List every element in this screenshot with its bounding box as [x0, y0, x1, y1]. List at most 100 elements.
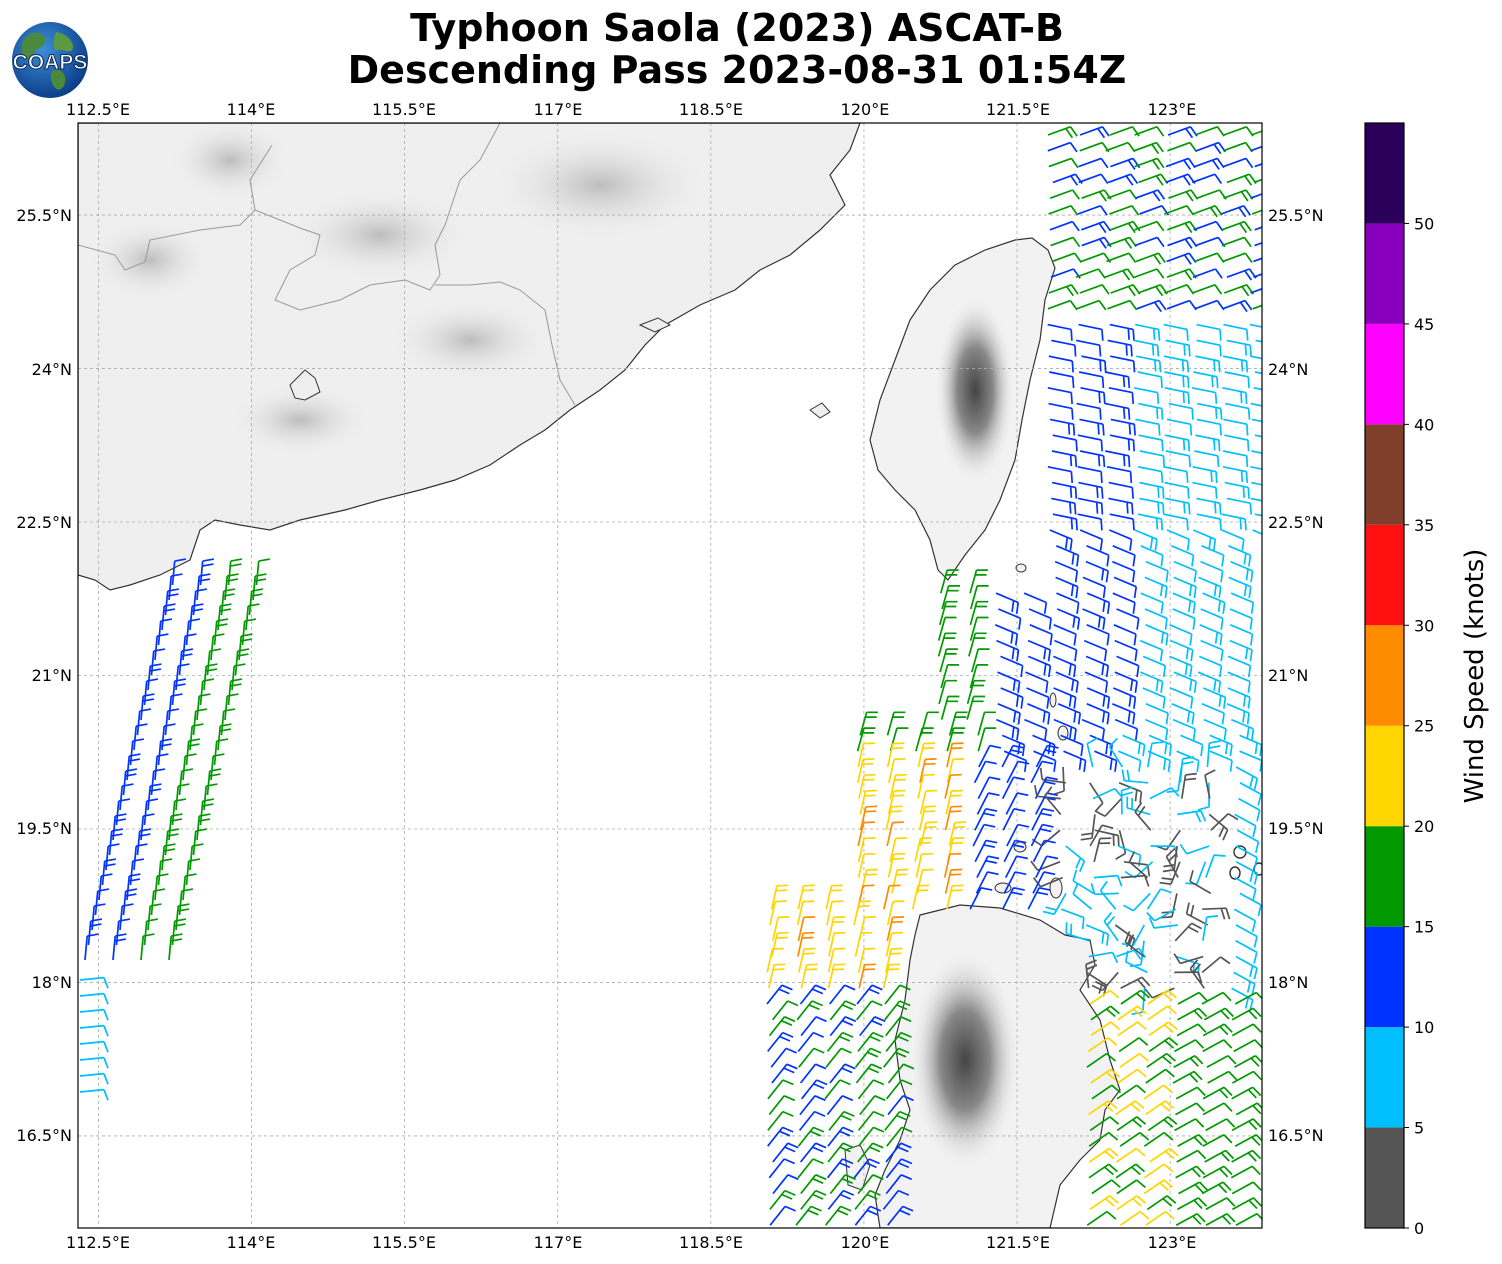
- wind-barb: [1116, 1195, 1147, 1211]
- wind-barb: [885, 805, 903, 831]
- wind-barb: [1192, 268, 1223, 279]
- wind-barb: [915, 727, 934, 752]
- wind-barb: [1168, 402, 1194, 420]
- wind-barb: [1163, 355, 1190, 373]
- wind-barb: [1106, 252, 1137, 263]
- wind-barb: [978, 744, 1002, 768]
- wind-barb: [1194, 450, 1220, 468]
- lon-tick-label: 120°E: [841, 100, 890, 119]
- wind-barb: [1193, 371, 1219, 389]
- wind-barb: [1171, 703, 1195, 725]
- wind-barb: [1047, 141, 1078, 153]
- wind-barb: [1226, 497, 1253, 515]
- wind-barb: [854, 1189, 881, 1210]
- wind-barb: [1126, 796, 1151, 816]
- wind-barb: [1197, 671, 1222, 693]
- wind-barb: [1231, 1086, 1262, 1100]
- wind-barb: [1030, 823, 1054, 847]
- wind-barb: [1116, 1116, 1147, 1132]
- wind-barb: [1124, 950, 1148, 974]
- wind-barb: [227, 558, 243, 586]
- wind-barb: [858, 773, 876, 799]
- wind-barb: [79, 992, 109, 1005]
- wind-barb: [1192, 173, 1223, 184]
- wind-barb: [1162, 845, 1178, 873]
- wind-barb: [1146, 1195, 1177, 1211]
- wind-barb: [1116, 1084, 1146, 1100]
- wind-barb: [1201, 956, 1231, 974]
- wind-barb: [1222, 252, 1253, 263]
- lat-tick-label: 21°N: [32, 666, 72, 685]
- wind-barb: [1146, 741, 1164, 768]
- wind-barb: [771, 916, 790, 941]
- wind-barb: [1090, 1005, 1120, 1021]
- wind-barb: [887, 1205, 914, 1226]
- wind-barb: [1049, 529, 1073, 551]
- wind-barb: [1089, 824, 1114, 847]
- wind-barb: [1086, 624, 1110, 646]
- wind-barb: [974, 839, 998, 863]
- wind-barb: [1200, 560, 1224, 583]
- wind-barb: [829, 1063, 856, 1084]
- wind-barb: [944, 868, 963, 894]
- wind-barb: [1051, 481, 1078, 499]
- wind-barb: [769, 1205, 796, 1226]
- wind-barb: [1035, 744, 1059, 768]
- wind-barb: [1222, 299, 1253, 313]
- wind-barb: [1027, 703, 1051, 725]
- wind-barb: [825, 1047, 852, 1068]
- wind-barb: [886, 821, 904, 847]
- wind-barb: [1138, 434, 1164, 452]
- wind-barb: [767, 963, 786, 989]
- wind-barb: [1048, 402, 1074, 420]
- wind-barb: [1169, 655, 1193, 678]
- colorbar-tick-label: 0: [1414, 1219, 1424, 1238]
- wind-barb: [1176, 1023, 1207, 1037]
- wind-barb: [1140, 545, 1164, 567]
- wind-barb: [937, 632, 957, 657]
- wind-barb: [799, 1063, 827, 1084]
- wind-barb: [1081, 220, 1112, 234]
- wind-barb: [882, 963, 901, 989]
- wind-barb: [946, 758, 965, 783]
- lat-ticks-left: 25.5°N 24°N 22.5°N 21°N 19.5°N 18°N 16.5…: [16, 206, 72, 1145]
- wind-barb: [1078, 371, 1105, 389]
- wind-barb: [797, 916, 816, 941]
- wind-barb: [79, 1040, 109, 1053]
- wind-barb: [1051, 339, 1077, 357]
- wind-barb: [857, 1142, 884, 1163]
- wind-barb: [1201, 545, 1225, 567]
- wind-barb: [1109, 205, 1140, 216]
- wind-barb: [1173, 671, 1197, 693]
- wind-barb: [970, 648, 990, 673]
- wind-barb: [1196, 418, 1222, 436]
- wind-barb: [1114, 1100, 1145, 1116]
- wind-barb: [1192, 465, 1218, 483]
- wind-barb: [1202, 1133, 1233, 1147]
- colorbar-label: Wind Speed (knots): [1460, 549, 1490, 804]
- wind-barb: [886, 900, 905, 926]
- wind-barb: [884, 1110, 911, 1131]
- wind-barb: [1143, 1163, 1174, 1179]
- wind-barb: [1112, 687, 1137, 709]
- wind-barb: [859, 711, 878, 736]
- wind-barb: [1177, 991, 1208, 1005]
- wind-barb: [1145, 560, 1169, 583]
- wind-barb: [768, 1016, 796, 1037]
- wind-barb: [1250, 465, 1262, 471]
- wind-barb: [1006, 823, 1030, 847]
- wind-barb: [1231, 1118, 1262, 1132]
- wind-barb: [969, 664, 989, 689]
- wind-barb: [1199, 624, 1223, 646]
- wind-barb: [1147, 1005, 1177, 1021]
- wind-barb: [1086, 737, 1098, 768]
- wind-barb: [767, 1126, 794, 1147]
- wind-barb: [1254, 434, 1262, 438]
- wind-barb: [966, 679, 986, 705]
- wind-barb: [1224, 371, 1250, 389]
- wind-barb: [1110, 355, 1136, 373]
- wind-barb: [1116, 608, 1140, 630]
- wind-barb: [1207, 1070, 1238, 1084]
- wind-barb: [1050, 236, 1081, 248]
- wind-barb: [1051, 497, 1077, 515]
